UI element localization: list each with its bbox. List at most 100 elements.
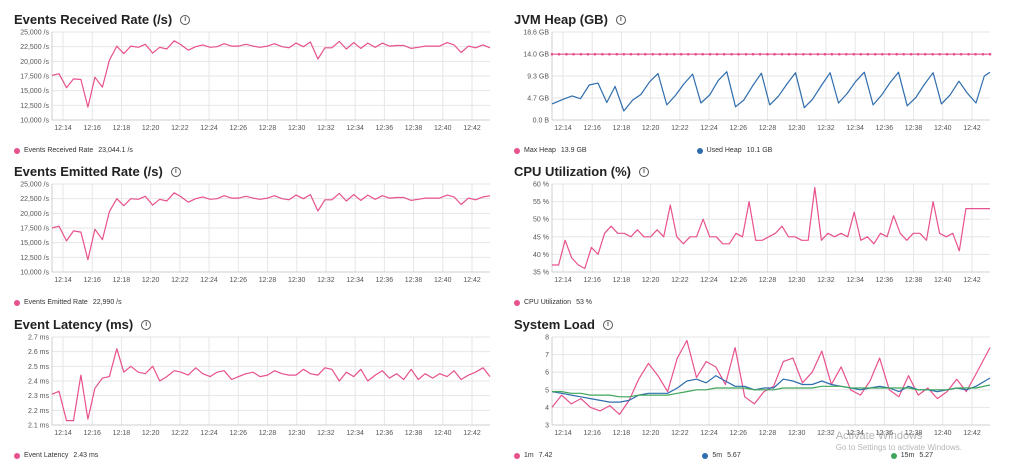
y-tick-label: 12,500 /s [20, 103, 49, 110]
y-tick-label: 10,000 /s [20, 118, 49, 125]
legend-dot-icon [14, 299, 20, 306]
x-tick-label: 12:30 [288, 277, 306, 284]
legend-label: Events Emitted Rate [24, 299, 88, 306]
y-tick-label: 2.3 ms [28, 393, 50, 400]
x-tick-label: 12:14 [54, 430, 72, 437]
data-point-max-heap [651, 52, 655, 56]
data-point-max-heap [959, 52, 963, 56]
data-point-max-heap [593, 52, 597, 56]
legend-item[interactable]: 15m 5.27 [890, 452, 933, 459]
x-tick-label: 12:26 [730, 125, 748, 132]
data-point-max-heap [887, 52, 891, 56]
info-icon[interactable]: i [170, 166, 181, 177]
x-tick-label: 12:42 [463, 125, 481, 132]
x-tick-label: 12:40 [434, 125, 452, 132]
x-tick-label: 12:18 [613, 125, 631, 132]
data-point-max-heap [694, 52, 697, 56]
legend-item[interactable]: Events Received Rate 23,044.1 /s [14, 147, 133, 154]
panel-cpu-utilization: CPU Utilization (%) i 35 % 40 % 45 % 50 % 55… [514, 164, 1000, 314]
data-point-max-heap [622, 52, 626, 56]
legend-label: 15m [900, 452, 915, 459]
panel-title-text: Events Emitted Rate (/s) [14, 164, 163, 179]
data-point-max-heap [672, 52, 676, 56]
x-tick-label: 12:18 [613, 430, 631, 437]
data-point-max-heap [780, 52, 784, 56]
panel-title: Event Latency (ms) i [14, 317, 152, 332]
chart-legend: Max Heap 13.9 GB Used Heap 10.1 GB [514, 147, 882, 154]
x-tick-label: 12:24 [200, 125, 218, 132]
x-tick-label: 12:40 [434, 277, 452, 284]
data-point-max-heap [708, 52, 712, 56]
legend-item[interactable]: Events Emitted Rate 22,990 /s [14, 299, 122, 306]
data-point-max-heap [773, 52, 776, 56]
data-point-max-heap [608, 52, 611, 56]
legend-item[interactable]: Max Heap 13.9 GB [514, 147, 587, 154]
data-point-max-heap [830, 52, 834, 56]
y-tick-label: 22,500 /s [20, 196, 49, 203]
x-tick-label: 12:38 [905, 277, 923, 284]
y-tick-label: 2.4 ms [28, 379, 50, 386]
series-line-used-heap [551, 71, 991, 112]
y-tick-label: 0.0 B [533, 118, 550, 125]
x-tick-label: 12:20 [642, 430, 660, 437]
legend-item[interactable]: Event Latency 2.43 ms [14, 452, 98, 459]
x-tick-label: 12:32 [317, 430, 335, 437]
x-tick-label: 12:14 [554, 430, 572, 437]
info-icon[interactable]: i [180, 14, 191, 25]
data-point-max-heap [557, 52, 561, 56]
legend-item[interactable]: 5m 5.67 [702, 452, 741, 459]
data-point-max-heap [686, 52, 690, 56]
cpu-utilization-chart: 35 % 40 % 45 % 50 % 55 % 60 % 12:14 12:16 12:18 1… [533, 182, 990, 284]
legend-item[interactable]: CPU Utilization 53 % [514, 299, 592, 306]
x-tick-label: 12:38 [405, 277, 423, 284]
info-icon[interactable]: i [141, 319, 152, 330]
legend-dot-icon [514, 452, 520, 459]
x-tick-label: 12:16 [583, 430, 601, 437]
legend-dot-icon [514, 299, 520, 306]
data-point-max-heap [845, 52, 848, 56]
y-tick-label: 40 % [533, 252, 549, 259]
info-icon[interactable]: i [639, 166, 649, 177]
x-tick-label: 12:34 [846, 125, 864, 132]
panel-title: System Load i [514, 317, 613, 332]
x-tick-label: 12:30 [288, 430, 306, 437]
data-point-max-heap [909, 52, 913, 56]
y-tick-label: 25,000 /s [20, 30, 49, 37]
data-point-max-heap [601, 52, 604, 56]
panel-events-emitted: Events Emitted Rate (/s) i 10,000 /s 12,5… [14, 164, 500, 314]
panel-title: CPU Utilization (%) i [514, 164, 649, 179]
legend-value: 53 % [576, 299, 593, 306]
x-tick-label: 12:20 [142, 430, 160, 437]
y-tick-label: 2.5 ms [28, 364, 50, 371]
data-point-max-heap [615, 52, 619, 56]
x-tick-label: 12:36 [876, 430, 894, 437]
info-icon[interactable]: i [615, 14, 626, 25]
y-tick-label: 18.6 GB [523, 30, 549, 37]
data-point-max-heap [751, 52, 755, 56]
chart-legend: Events Emitted Rate 22,990 /s [14, 299, 122, 306]
x-tick-label: 12:24 [700, 277, 718, 284]
data-point-max-heap [550, 52, 554, 56]
data-point-max-heap [938, 52, 941, 56]
legend-label: 5m [712, 452, 723, 459]
legend-value: 5.27 [919, 452, 933, 459]
y-tick-label: 55 % [533, 199, 549, 206]
legend-item[interactable]: 1m 7.42 [514, 452, 552, 459]
data-point-max-heap [923, 52, 927, 56]
windows-activation-watermark: Activate Windows Go to Settings to activ… [836, 430, 962, 454]
system-load-chart: 3 4 5 6 7 8 12:14 12:16 12:18 12:20 12:22 12:24 12:2… [545, 335, 991, 437]
y-tick-label: 7 [545, 352, 549, 359]
x-tick-label: 12:32 [317, 125, 335, 132]
data-point-max-heap [737, 52, 740, 56]
series-line-5m [551, 375, 991, 403]
legend-item[interactable]: Used Heap 10.1 GB [696, 147, 772, 154]
data-point-max-heap [572, 52, 575, 56]
legend-label: 1m [524, 452, 534, 459]
data-point-max-heap [967, 52, 970, 56]
x-tick-label: 12:30 [788, 430, 806, 437]
y-tick-label: 15,000 /s [20, 88, 49, 95]
x-tick-label: 12:38 [905, 125, 923, 132]
info-icon[interactable]: i [602, 319, 613, 330]
y-tick-label: 2.7 ms [28, 335, 50, 342]
series-line-1m [551, 339, 991, 416]
